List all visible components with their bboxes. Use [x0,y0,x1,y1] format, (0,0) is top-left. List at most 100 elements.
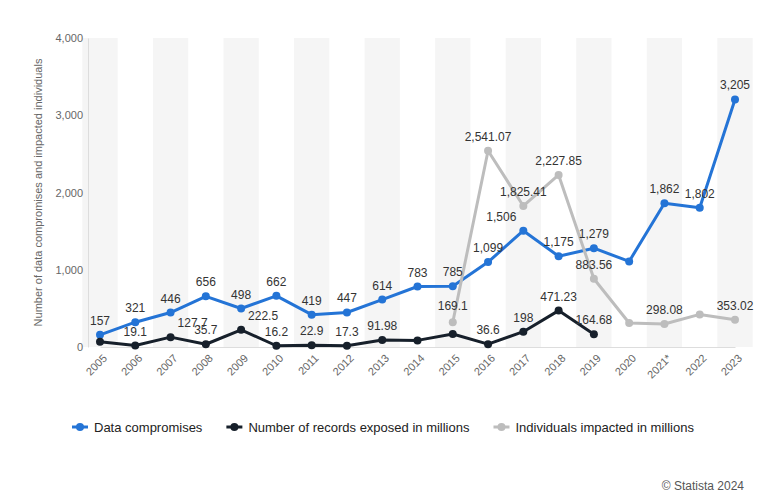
y-tick-label: 4,000 [55,32,83,44]
data-label: 22.9 [300,324,324,338]
marker [272,292,280,300]
plot-area [96,95,739,349]
y-axis-line [88,39,89,348]
data-label: 157 [90,314,110,328]
data-label: 447 [337,291,357,305]
data-label: 1,506 [486,210,516,224]
marker [449,330,457,338]
x-tick-label: 2020 [612,352,638,378]
marker [449,318,457,326]
band [153,38,188,347]
marker [590,244,598,252]
y-tick-label: 0 [77,341,83,353]
marker [484,340,492,348]
x-tick-label: 2012 [330,352,356,378]
x-tick-label: 2015 [436,352,462,378]
x-tick-label: 2023 [718,352,744,378]
x-tick-label: 2019 [577,352,603,378]
marker [237,305,245,313]
marker [660,199,668,207]
marker [414,336,422,344]
data-label: 446 [161,292,181,306]
marker [96,338,104,346]
y-tick: 3,000 [55,109,88,121]
legend-marker [76,423,84,431]
marker [343,342,351,350]
data-label: 36.6 [476,323,500,337]
data-label: 1,279 [579,227,609,241]
data-label: 785 [443,265,463,279]
marker [484,147,492,155]
marker [731,316,739,324]
data-label: 164.68 [576,313,613,327]
band [294,38,329,347]
x-tick-label: 2014 [401,352,427,378]
data-label: 1,802 [685,187,715,201]
x-tick: 2007 [154,347,180,378]
data-label: 2,541.07 [465,130,512,144]
x-tick: 2013 [366,347,392,378]
x-tick: 2020 [612,347,638,378]
x-axis-line [101,347,736,348]
marker [237,326,245,334]
y-tick: 4,000 [55,32,88,44]
marker [519,202,527,210]
x-tick-label: 2022 [683,352,709,378]
data-label: 498 [231,288,251,302]
data-label: 91.98 [367,319,397,333]
legend-label: Individuals impacted in millions [515,420,694,435]
marker [590,330,598,338]
legend-marker [497,423,505,431]
marker [449,282,457,290]
data-label: 662 [266,275,286,289]
data-label: 222.5 [248,309,278,323]
x-tick: 2006 [119,347,145,378]
x-tick-label: 2017 [507,352,533,378]
x-tick: 2010 [260,347,286,378]
data-label: 298.08 [646,303,683,317]
source: © Statista 2024 [662,479,745,493]
marker [660,320,668,328]
x-tick-label: 2013 [366,352,392,378]
y-axis: 0 1,000 2,000 3,000 4,000 [55,32,88,353]
marker [625,257,633,265]
data-label: 169.1 [438,299,468,313]
marker [555,307,563,315]
marker [308,341,316,349]
marker [343,308,351,316]
y-tick-label: 1,000 [55,264,83,276]
x-tick: 2008 [189,347,215,378]
marker [414,283,422,291]
x-tick: 2021* [645,347,674,381]
x-tick-label: 2006 [119,352,145,378]
marker [555,252,563,260]
marker [378,296,386,304]
data-label: 1,099 [473,241,503,255]
x-tick-label: 2016 [471,352,497,378]
marker [131,342,139,350]
y-tick: 1,000 [55,264,88,276]
y-axis-title: Number of data compromises and impacted … [32,58,44,326]
marker [555,171,563,179]
data-label: 1,862 [649,182,679,196]
x-tick-label: 2005 [83,352,109,378]
marker [202,292,210,300]
marker [590,275,598,283]
band [223,38,258,347]
band [365,38,400,347]
marker [731,95,739,103]
x-tick-label: 2008 [189,352,215,378]
data-label: 1,825.41 [500,185,547,199]
x-tick: 2016 [471,347,497,378]
chart: 0 1,000 2,000 3,000 4,000 2005 2006 2007 2008 200… [0,0,780,502]
y-tick-label: 2,000 [55,187,83,199]
legend-label: Data compromises [94,420,203,435]
marker [167,309,175,317]
data-label: 656 [196,275,216,289]
x-tick: 2011 [296,347,321,377]
marker [519,328,527,336]
x-tick: 2009 [224,347,250,378]
data-label: 321 [125,301,145,315]
legend-marker [230,423,238,431]
x-tick: 2014 [401,347,427,378]
